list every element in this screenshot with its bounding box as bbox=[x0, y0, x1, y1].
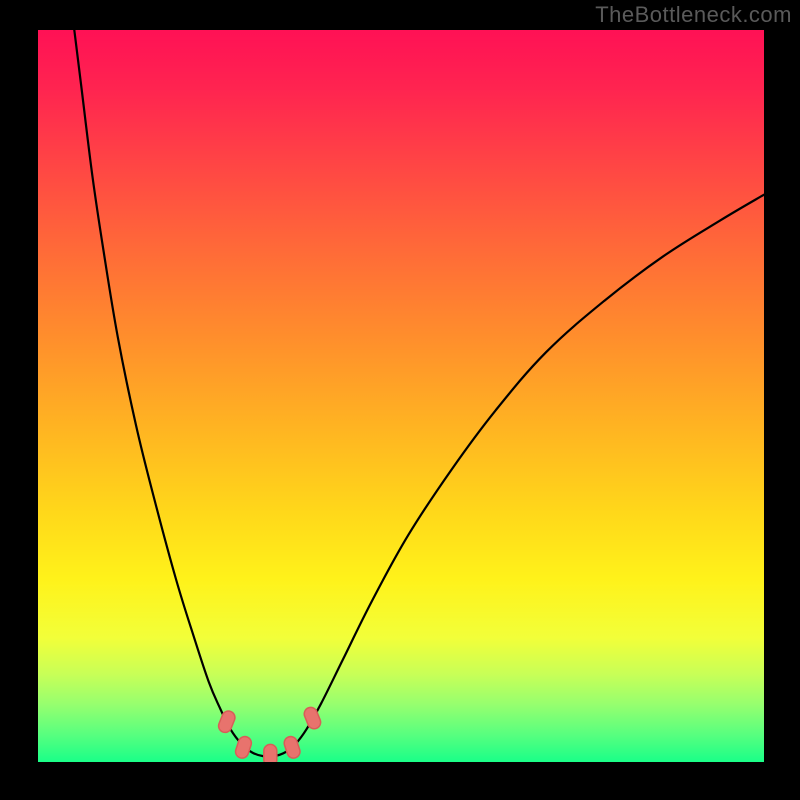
watermark-text: TheBottleneck.com bbox=[595, 2, 792, 28]
plot-background bbox=[38, 30, 764, 762]
chart-container: TheBottleneck.com bbox=[0, 0, 800, 800]
plot-svg bbox=[38, 30, 764, 762]
curve-marker bbox=[264, 744, 277, 762]
plot-area bbox=[38, 30, 764, 762]
